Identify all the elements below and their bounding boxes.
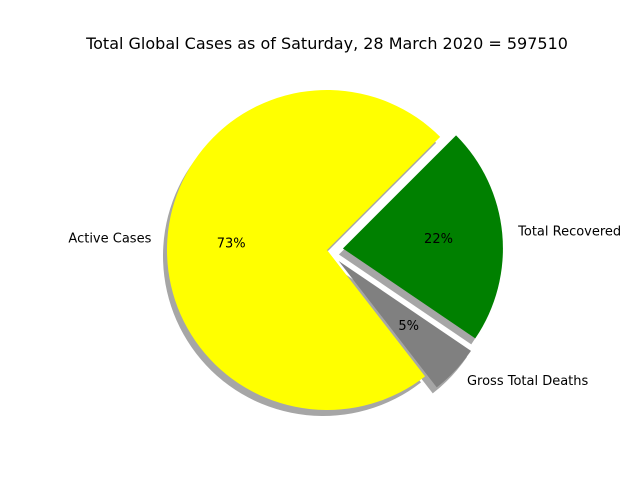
pie-slice-active-cases (167, 90, 441, 411)
slice-label-total-recovered: Total Recovered (517, 224, 621, 239)
slice-percent-gross-total-deaths: 5% (398, 319, 419, 334)
slice-label-gross-total-deaths: Gross Total Deaths (467, 374, 589, 389)
chart-title: Total Global Cases as of Saturday, 28 Ma… (85, 34, 568, 53)
slice-percent-total-recovered: 22% (424, 232, 453, 247)
slice-labels: Active Cases 73% Gross Total Deaths 5% Total… (68, 224, 621, 389)
pie-slice-total-recovered (342, 135, 503, 339)
slice-percent-active-cases: 73% (217, 236, 246, 251)
pie-slice-gross-total-deaths (338, 260, 471, 388)
slice-label-active-cases: Active Cases (68, 231, 151, 246)
pie-slices (167, 90, 503, 411)
